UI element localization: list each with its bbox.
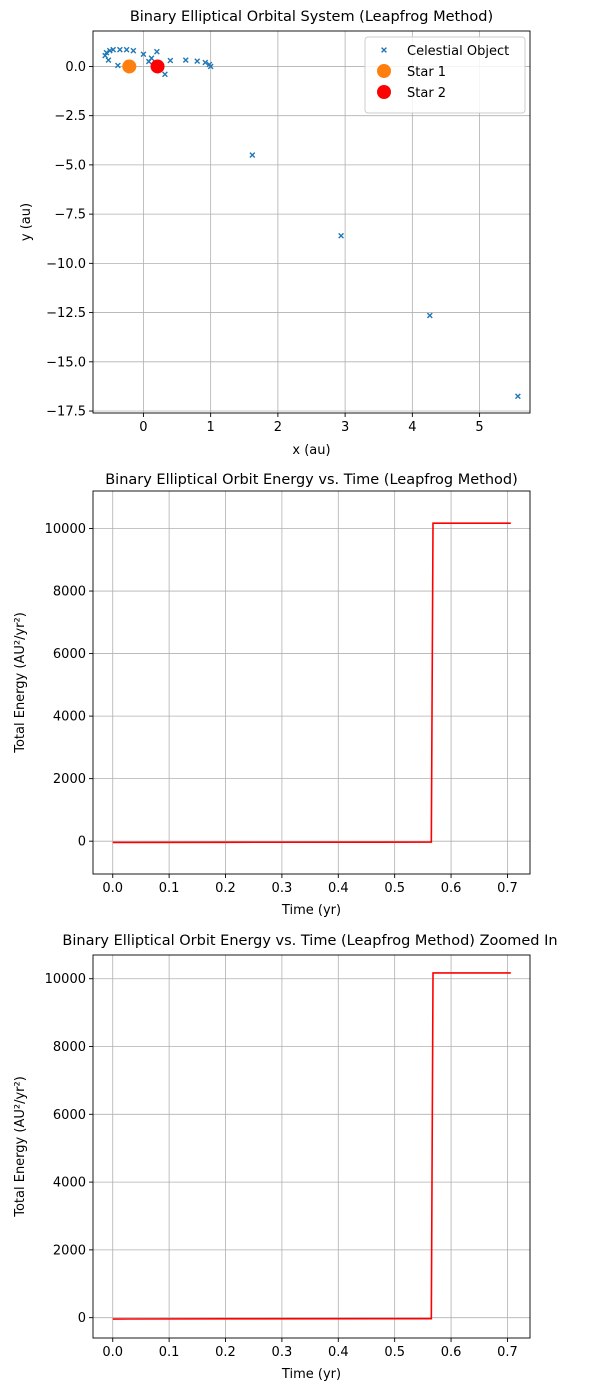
axis-ticks: 0 1 2 3 4 5 0.0 −2.5 −5.0 −7.5 −10.0 −12.5 −15.0 −17.…	[46, 60, 484, 435]
y-tick-label: 0.0	[65, 60, 86, 75]
y-axis-label: y (au)	[19, 203, 34, 241]
celestial-object-point-9	[123, 46, 130, 53]
celestial-object-point-1	[206, 61, 213, 68]
y-tick-label: −7.5	[54, 208, 86, 223]
celestial-object-point-5	[167, 57, 174, 64]
legend: Celestial Object Star 1 Star 2	[364, 36, 526, 114]
x-tick-label: 0.6	[441, 1345, 462, 1360]
plot-frame	[92, 954, 531, 1339]
data-marks	[112, 972, 511, 1320]
x-axis-label: Time (yr)	[281, 903, 341, 918]
x-tick-label: 0.4	[328, 881, 349, 896]
y-tick-label: 10000	[45, 972, 86, 987]
x-tick-label: 0.0	[102, 881, 123, 896]
celestial-object-point-12	[106, 47, 113, 54]
x-tick-label: 0.3	[272, 881, 293, 896]
y-tick-label: 8000	[53, 585, 86, 600]
celestial-object-point-7	[140, 51, 147, 58]
x-tick-label: 0.3	[272, 1345, 293, 1360]
y-tick-label: 0	[78, 1311, 86, 1326]
x-tick-label: 0.1	[159, 1345, 180, 1360]
legend-marker-circle	[377, 64, 391, 78]
chart-title: Binary Elliptical Orbit Energy vs. Time …	[62, 933, 557, 949]
x-tick-label: 0	[139, 420, 147, 435]
x-tick-label: 0.2	[215, 881, 236, 896]
celestial-object-point-23	[515, 393, 521, 400]
celestial-object-point-15	[105, 57, 112, 64]
legend-box	[364, 36, 526, 114]
orbital-system-chart: 0 1 2 3 4 5 0.0 −2.5 −5.0 −7.5 −10.0 −12.5 −15.0 −17.…	[19, 9, 531, 458]
y-tick-label: 2000	[53, 772, 86, 787]
x-tick-label: 1	[207, 420, 215, 435]
legend-label: Star 1	[407, 65, 446, 80]
star-1-marker	[122, 59, 137, 74]
x-tick-label: 0.7	[497, 881, 518, 896]
y-tick-label: 2000	[53, 1243, 86, 1258]
x-tick-label: 0.1	[159, 881, 180, 896]
data-marks	[102, 46, 521, 400]
x-tick-label: 0.7	[497, 1345, 518, 1360]
grid-lines	[93, 491, 530, 874]
x-tick-label: 0.2	[215, 1345, 236, 1360]
axis-ticks: 0.0 0.1 0.2 0.3 0.4 0.5 0.6 0.7 0 2000 4000 6000 800…	[45, 522, 518, 896]
y-tick-label: 10000	[45, 522, 86, 537]
y-tick-label: −12.5	[46, 306, 86, 321]
celestial-object-point-3	[194, 58, 201, 65]
celestial-object-point-13	[103, 49, 110, 56]
plot-frame	[92, 30, 531, 414]
celestial-object-point-19	[162, 71, 168, 78]
x-tick-label: 5	[475, 420, 483, 435]
energy-series-line	[112, 522, 511, 844]
energy-vs-time-chart: 0.0 0.1 0.2 0.3 0.4 0.5 0.6 0.7 0 2000 4000 6000 800…	[13, 472, 531, 918]
celestial-object-point-8	[130, 47, 137, 54]
celestial-object-point-20	[249, 152, 256, 158]
y-tick-label: 8000	[53, 1040, 86, 1055]
y-tick-label: −10.0	[46, 257, 86, 272]
grid-lines	[93, 955, 530, 1338]
plot-frame	[92, 490, 531, 875]
legend-marker-x	[381, 47, 387, 53]
y-tick-label: −5.0	[54, 158, 86, 173]
data-marks	[112, 522, 511, 844]
x-axis-label: Time (yr)	[281, 1367, 341, 1382]
y-tick-label: −15.0	[46, 355, 86, 370]
x-tick-label: 0.0	[102, 1345, 123, 1360]
y-tick-label: 4000	[53, 710, 86, 725]
star-2-marker	[150, 59, 165, 74]
y-tick-label: 6000	[53, 647, 86, 662]
energy-vs-time-zoomed-chart: 0.0 0.1 0.2 0.3 0.4 0.5 0.6 0.7 0 2000 4000 6000 800…	[13, 933, 558, 1382]
legend-marker-circle	[377, 85, 391, 99]
chart-title: Binary Elliptical Orbital System (Leapfr…	[130, 9, 493, 25]
y-axis-label: Total Energy (AU²/yr²)	[13, 612, 28, 754]
x-tick-label: 0.4	[328, 1345, 349, 1360]
chart-title: Binary Elliptical Orbit Energy vs. Time …	[105, 472, 518, 488]
legend-label: Star 2	[407, 86, 446, 101]
x-tick-label: 0.6	[441, 881, 462, 896]
celestial-object-point-21	[338, 232, 344, 239]
legend-label: Celestial Object	[407, 44, 509, 59]
x-tick-label: 0.5	[384, 881, 405, 896]
x-tick-label: 2	[274, 420, 282, 435]
celestial-object-point-14	[102, 52, 108, 59]
y-tick-label: 0	[78, 835, 86, 850]
x-tick-label: 4	[408, 420, 416, 435]
energy-series-line	[112, 972, 511, 1320]
celestial-object-point-18	[148, 55, 155, 62]
x-tick-label: 0.5	[384, 1345, 405, 1360]
x-axis-label: x (au)	[292, 443, 330, 458]
y-axis-label: Total Energy (AU²/yr²)	[13, 1076, 28, 1218]
celestial-object-point-4	[182, 57, 189, 64]
y-tick-label: −17.5	[46, 405, 86, 420]
y-tick-label: 4000	[53, 1176, 86, 1191]
x-tick-label: 3	[341, 420, 349, 435]
y-tick-label: 6000	[53, 1108, 86, 1123]
celestial-object-point-10	[116, 46, 123, 53]
celestial-object-point-22	[426, 312, 433, 319]
axis-ticks: 0.0 0.1 0.2 0.3 0.4 0.5 0.6 0.7 0 2000 4000 6000 800…	[45, 972, 518, 1360]
celestial-object-point-16	[114, 62, 121, 69]
celestial-object-point-2	[202, 59, 209, 66]
celestial-object-point-6	[153, 48, 160, 55]
y-tick-label: −2.5	[54, 109, 86, 124]
